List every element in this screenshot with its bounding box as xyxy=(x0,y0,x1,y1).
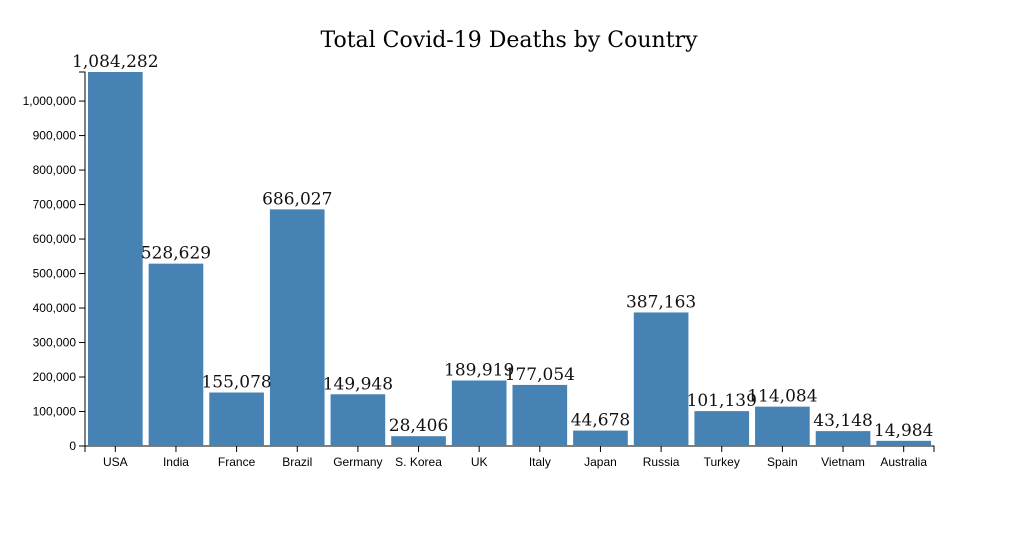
x-tick-label: Italy xyxy=(529,455,551,469)
y-axis-line xyxy=(79,71,86,447)
x-tick-label: Spain xyxy=(767,455,798,469)
x-axis: USA India France Brazil Germany S. Korea UK Ita… xyxy=(84,445,935,469)
x-tick-label: Germany xyxy=(333,455,382,469)
x-tick-label: Australia xyxy=(880,455,927,469)
bar xyxy=(330,394,386,446)
y-tick-label: 300,000 xyxy=(33,336,77,350)
x-tick-label: France xyxy=(218,455,256,469)
x-tick-label: Vietnam xyxy=(821,455,865,469)
bar-value-label: 14,984 xyxy=(874,421,933,441)
bar-value-label: 686,027 xyxy=(262,189,332,209)
y-tick-label: 600,000 xyxy=(33,232,77,246)
y-tick-label: 200,000 xyxy=(33,370,77,384)
x-tick-label: USA xyxy=(103,455,128,469)
y-tick-label: 400,000 xyxy=(33,301,77,315)
bar xyxy=(815,431,871,446)
bar xyxy=(88,72,143,446)
y-axis: 0 100,000 200,000 300,000 400,000 500,000 600,… xyxy=(23,71,86,453)
x-tick-label: Japan xyxy=(584,455,617,469)
bar xyxy=(209,392,264,446)
bar-value-label: 101,139 xyxy=(687,391,757,411)
bar xyxy=(451,380,507,446)
bar-value-label: 1,084,282 xyxy=(72,52,159,72)
bar-value-label: 189,919 xyxy=(444,360,514,380)
bar-value-label: 114,084 xyxy=(747,387,817,407)
x-axis-line xyxy=(84,445,935,452)
chart-title: Total Covid-19 Deaths by Country xyxy=(320,28,698,53)
bar xyxy=(148,263,204,446)
bar xyxy=(573,430,628,446)
x-tick-label: Brazil xyxy=(282,455,312,469)
y-tick-label: 700,000 xyxy=(33,198,77,212)
bars-group xyxy=(88,72,931,446)
x-tick-label: UK xyxy=(471,455,488,469)
bar xyxy=(512,384,568,446)
y-tick-label: 800,000 xyxy=(33,163,77,177)
x-tick-label: Turkey xyxy=(704,455,740,469)
x-tick-label: India xyxy=(163,455,189,469)
bar xyxy=(694,411,750,446)
bar-value-label: 43,148 xyxy=(813,411,872,431)
y-tick-label: 1,000,000 xyxy=(23,94,77,108)
bar-value-label: 155,078 xyxy=(201,373,271,393)
bar-value-label: 387,163 xyxy=(626,292,696,312)
bar xyxy=(269,209,325,446)
bar-value-label: 149,948 xyxy=(323,374,393,394)
bar-value-label: 528,629 xyxy=(141,244,211,264)
bar xyxy=(633,312,689,446)
x-tick-label: S. Korea xyxy=(395,455,442,469)
bar xyxy=(755,406,810,446)
bar xyxy=(391,436,446,446)
bar xyxy=(876,440,931,446)
y-tick-label: 500,000 xyxy=(33,267,77,281)
value-labels-group: 1,084,282 528,629 155,078 686,027 149,948 28,… xyxy=(72,52,933,441)
bar-value-label: 177,054 xyxy=(505,365,575,385)
bar-value-label: 44,678 xyxy=(571,411,630,431)
x-tick-label: Russia xyxy=(643,455,680,469)
bar-value-label: 28,406 xyxy=(389,416,448,436)
y-tick-label: 0 xyxy=(69,439,76,453)
y-tick-label: 100,000 xyxy=(33,405,77,419)
y-tick-label: 900,000 xyxy=(33,129,77,143)
